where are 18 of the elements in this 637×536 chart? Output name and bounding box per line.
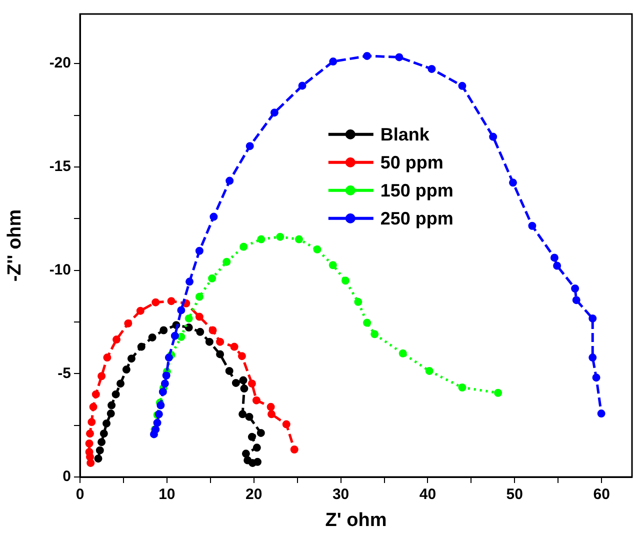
legend-label: 250 ppm	[380, 208, 454, 228]
y-tick-label: -15	[49, 158, 71, 176]
x-tick-label: 60	[593, 486, 610, 504]
x-tick-label: 30	[332, 486, 350, 504]
x-tick-label: 50	[506, 486, 523, 504]
y-tick-label: -20	[49, 54, 71, 72]
y-tick-label: -10	[49, 261, 71, 278]
x-tick-label: 10	[158, 486, 176, 504]
y-tick-label: -5	[58, 364, 71, 382]
x-axis-title: Z' ohm	[325, 510, 387, 531]
x-tick-label: 40	[419, 486, 436, 504]
y-tick-label: 0	[62, 468, 71, 486]
x-tick-label: 0	[76, 486, 84, 504]
y-axis-title: -Z'' ohm	[4, 209, 26, 282]
x-tick-label: 20	[246, 486, 262, 504]
legend-label: 50 ppm	[380, 152, 444, 172]
legend-label: Blank	[380, 124, 430, 144]
legend-label: 150 ppm	[380, 180, 454, 200]
